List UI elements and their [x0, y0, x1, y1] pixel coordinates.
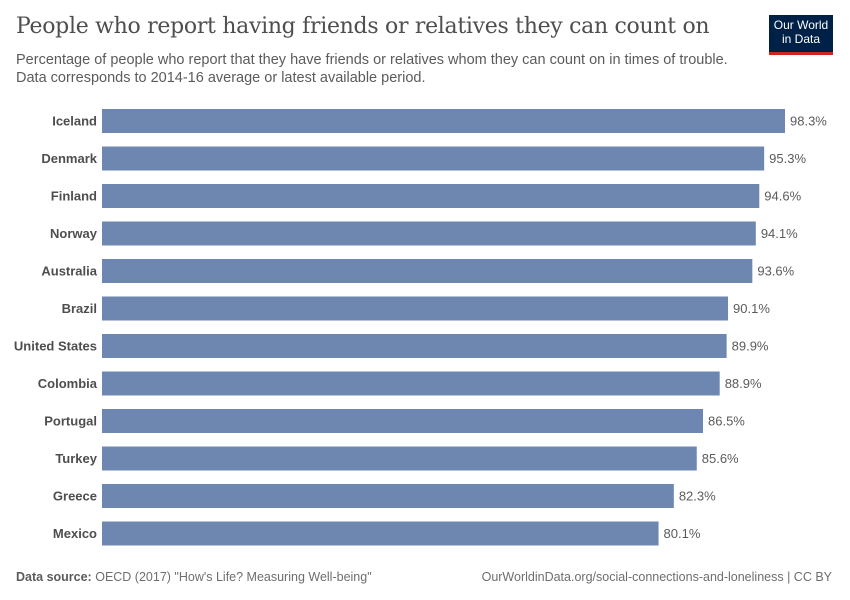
value-label: 93.6% [757, 264, 794, 279]
value-label: 89.9% [732, 339, 769, 354]
footer-url[interactable]: OurWorldinData.org/social-connections-an… [481, 570, 832, 584]
category-label: Mexico [53, 526, 97, 541]
category-label: Portugal [44, 414, 97, 429]
bar[interactable] [102, 521, 659, 546]
bar[interactable] [102, 371, 720, 396]
value-label: 94.6% [764, 189, 801, 204]
value-label: 88.9% [725, 376, 762, 391]
value-label: 86.5% [708, 414, 745, 429]
category-label: United States [14, 339, 97, 354]
data-source-label: Data source: [16, 570, 92, 584]
bar[interactable] [102, 259, 753, 283]
category-label: Finland [51, 189, 97, 204]
bar[interactable] [102, 221, 756, 246]
bar[interactable] [102, 296, 729, 321]
chart-subtitle: Percentage of people who report that the… [16, 52, 728, 86]
value-label: 95.3% [769, 151, 806, 166]
bar[interactable] [102, 446, 697, 471]
data-source-text[interactable]: OECD (2017) "How's Life? Measuring Well-… [95, 570, 372, 584]
value-label: 80.1% [664, 526, 701, 541]
owid-logo[interactable]: Our World in Data [769, 15, 833, 55]
logo-line-1: Our World [773, 18, 829, 32]
value-label: 82.3% [679, 489, 716, 504]
bar[interactable] [102, 334, 727, 358]
category-label: Australia [41, 264, 97, 279]
bar[interactable] [102, 184, 760, 208]
category-label: Greece [53, 489, 97, 504]
data-source: Data source: OECD (2017) "How's Life? Me… [16, 570, 372, 584]
category-label: Brazil [62, 301, 97, 316]
bar[interactable] [102, 484, 674, 508]
value-label: 98.3% [790, 114, 827, 129]
logo-line-2: in Data [781, 32, 821, 46]
bar[interactable] [102, 146, 765, 171]
value-label: 94.1% [761, 226, 798, 241]
category-label: Turkey [55, 451, 97, 466]
value-label: 85.6% [702, 451, 739, 466]
category-label: Iceland [52, 114, 97, 129]
category-label: Colombia [38, 376, 98, 391]
value-label: 90.1% [733, 301, 770, 316]
category-label: Denmark [41, 151, 97, 166]
category-label: Norway [50, 226, 98, 241]
bar[interactable] [102, 109, 785, 133]
bar[interactable] [102, 409, 704, 433]
chart-title: People who report having friends or rela… [16, 14, 710, 39]
